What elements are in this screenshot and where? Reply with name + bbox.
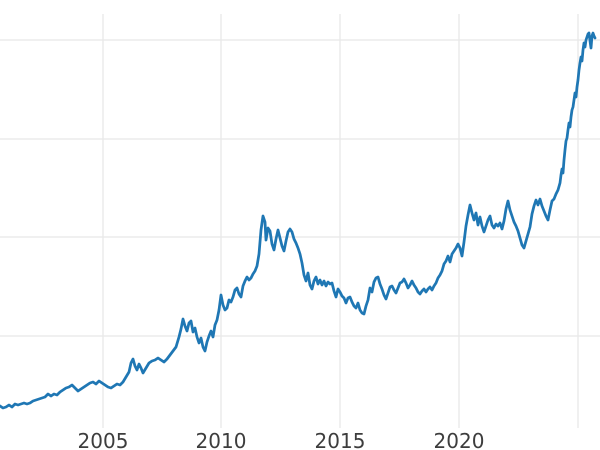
x-tick-label: 2020	[434, 429, 485, 450]
x-tick-label: 2010	[196, 429, 247, 450]
x-tick-label: 2005	[78, 429, 129, 450]
time-series-line	[0, 31, 597, 410]
x-axis-tick-labels: 2005 2010 2015 2020	[78, 429, 485, 450]
grid-layer	[0, 14, 600, 428]
x-tick-label: 2015	[315, 429, 366, 450]
series-layer	[0, 31, 597, 410]
